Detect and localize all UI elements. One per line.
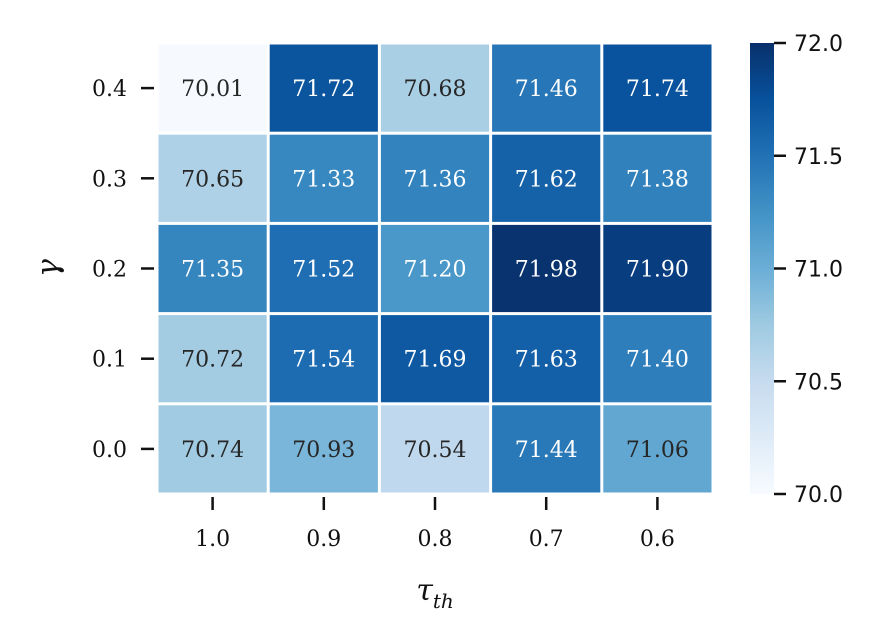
cell-value-label: 71.33 — [292, 167, 355, 192]
x-axis: 1.0 0.9 0.8 0.7 0.6 — [195, 497, 675, 552]
colorbar-tick-label: 72.0 — [794, 32, 843, 57]
heatmap-cell — [158, 134, 267, 222]
cell-value-label: 71.36 — [404, 167, 467, 192]
heatmap-cell — [380, 44, 490, 132]
heatmap-cell — [603, 224, 712, 313]
x-tick-label: 1.0 — [195, 527, 230, 552]
heatmap-cell — [492, 134, 601, 222]
heatmap-cell — [269, 134, 378, 222]
heatmap-cell — [603, 44, 712, 132]
colorbar-tick-label: 71.0 — [794, 258, 843, 283]
x-tick-label: 0.9 — [306, 527, 341, 552]
cell-value-label: 71.72 — [292, 77, 355, 102]
x-axis-title: τth — [416, 573, 454, 613]
heatmap-cell — [380, 224, 490, 313]
colorbar: 70.0 70.5 71.0 71.5 72.0 — [750, 32, 843, 508]
colorbar-tick-label: 70.5 — [794, 370, 843, 395]
heatmap-cell — [269, 224, 378, 313]
heatmap-cell — [492, 405, 601, 493]
x-tick-label: 0.8 — [418, 527, 453, 552]
y-tick-label: 0.0 — [92, 438, 127, 463]
y-axis: 0.4 0.3 0.2 0.1 0.0 — [92, 77, 154, 463]
cell-value-label: 70.01 — [181, 77, 244, 102]
cell-value-label: 71.44 — [515, 438, 578, 463]
heatmap-cell — [158, 224, 267, 313]
colorbar-gradient — [750, 43, 774, 494]
y-tick-label: 0.4 — [92, 77, 127, 102]
cell-value-label: 71.69 — [404, 348, 467, 373]
cell-value-label: 71.06 — [626, 438, 689, 463]
colorbar-tick-label: 71.5 — [794, 145, 843, 170]
cell-value-label: 71.63 — [515, 348, 578, 373]
cell-value-label: 71.20 — [404, 258, 467, 283]
heatmap-cell — [269, 315, 378, 403]
heatmap-cell — [603, 315, 712, 403]
cell-value-label: 70.93 — [292, 438, 355, 463]
heatmap-cell — [603, 405, 712, 493]
heatmap-cell — [603, 134, 712, 222]
cell-value-label: 71.74 — [626, 77, 689, 102]
heatmap-cell — [380, 315, 490, 403]
cell-value-label: 71.54 — [292, 348, 355, 373]
heatmap-cell — [492, 315, 601, 403]
cell-value-label: 71.90 — [626, 258, 689, 283]
heatmap-cell — [380, 405, 490, 493]
x-tick-label: 0.7 — [529, 527, 564, 552]
cell-value-label: 71.40 — [626, 348, 689, 373]
cell-value-label: 71.98 — [515, 258, 578, 283]
heatmap-cell — [269, 405, 378, 493]
heatmap-cell-labels: 70.01 71.72 70.68 71.46 71.74 70.65 71.33 71.36… — [181, 77, 689, 463]
heatmap-cells — [158, 44, 712, 493]
y-axis-title: γ — [31, 259, 66, 277]
cell-value-label: 70.65 — [181, 167, 244, 192]
cell-value-label: 70.54 — [404, 438, 467, 463]
y-tick-label: 0.2 — [92, 258, 127, 283]
x-tick-label: 0.6 — [640, 527, 675, 552]
cell-value-label: 70.72 — [181, 348, 244, 373]
cell-value-label: 71.52 — [292, 258, 355, 283]
heatmap-cell — [158, 44, 267, 132]
heatmap-cell — [158, 315, 267, 403]
cell-value-label: 71.38 — [626, 167, 689, 192]
cell-value-label: 70.68 — [404, 77, 467, 102]
colorbar-tick-label: 70.0 — [794, 483, 843, 508]
heatmap-cell — [158, 405, 267, 493]
heatmap-cell — [269, 44, 378, 132]
heatmap-cell — [492, 224, 601, 313]
cell-value-label: 71.35 — [181, 258, 244, 283]
cell-value-label: 71.62 — [515, 167, 578, 192]
y-tick-label: 0.1 — [92, 348, 127, 373]
cell-value-label: 71.46 — [515, 77, 578, 102]
cell-value-label: 70.74 — [181, 438, 244, 463]
y-tick-label: 0.3 — [92, 167, 127, 192]
heatmap-cell — [380, 134, 490, 222]
heatmap-cell — [492, 44, 601, 132]
